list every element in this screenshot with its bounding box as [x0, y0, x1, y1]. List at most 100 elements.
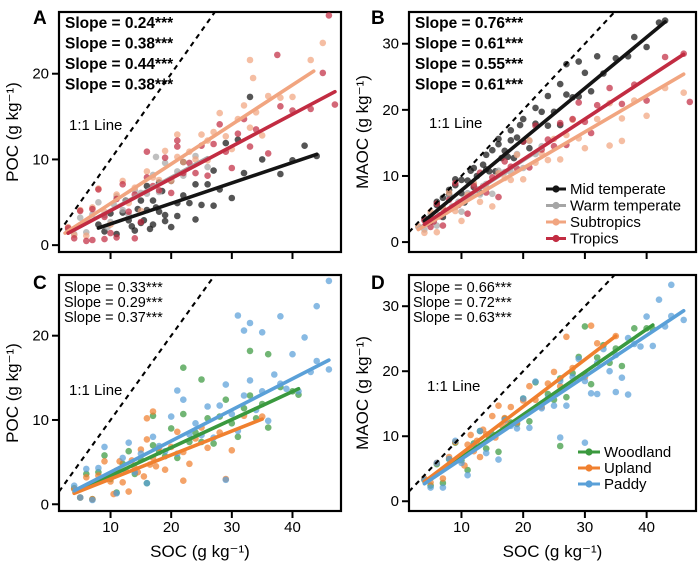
data-point: [192, 420, 199, 427]
data-point: [661, 53, 669, 61]
data-point: [513, 151, 521, 159]
data-point: [119, 181, 126, 188]
data-point: [180, 477, 187, 485]
data-point: [83, 237, 90, 245]
data-point: [489, 203, 496, 210]
data-point: [216, 121, 223, 128]
data-point: [464, 210, 471, 217]
data-point: [167, 189, 175, 197]
data-point: [258, 156, 266, 163]
data-point: [489, 412, 496, 420]
data-point: [476, 427, 484, 435]
data-point: [519, 115, 527, 123]
x-tick-label: 40: [638, 519, 655, 536]
data-point: [180, 158, 187, 166]
data-point: [143, 148, 151, 155]
data-point: [495, 193, 502, 201]
data-point: [192, 216, 199, 223]
data-point: [325, 277, 333, 285]
panel-label: B: [371, 8, 385, 29]
data-point: [143, 436, 151, 443]
data-point: [155, 187, 163, 194]
data-point: [421, 229, 428, 237]
data-point: [482, 151, 490, 159]
legend-marker-dot: [552, 234, 560, 243]
data-point: [631, 33, 638, 41]
data-point: [301, 142, 308, 149]
data-point: [643, 97, 650, 104]
data-point: [649, 342, 657, 350]
data-point: [161, 217, 169, 225]
one-to-one-label: 1:1 Line: [69, 117, 122, 134]
data-point: [686, 98, 694, 106]
data-point: [470, 182, 478, 190]
data-point: [283, 385, 290, 393]
data-point: [152, 463, 160, 470]
panel-label: C: [33, 273, 47, 294]
data-point: [264, 150, 272, 157]
y-tick-label: 0: [41, 496, 49, 513]
data-point: [204, 181, 211, 188]
data-point: [467, 431, 475, 439]
plot-area: [409, 12, 694, 237]
slope-label: Slope = 0.38***: [65, 36, 174, 53]
slope-label: Slope = 0.37***: [64, 310, 163, 326]
trend-line-mid-temperate: [96, 152, 319, 230]
data-point: [277, 313, 284, 320]
data-point: [501, 158, 509, 165]
data-point: [240, 102, 248, 109]
trend-line-tropics: [66, 89, 337, 235]
data-point: [668, 281, 675, 289]
data-point: [222, 476, 230, 484]
data-point: [439, 484, 447, 491]
data-point: [550, 368, 558, 376]
data-point: [495, 456, 502, 463]
data-point: [83, 474, 90, 481]
data-point: [556, 119, 564, 127]
data-point: [538, 108, 545, 116]
one-to-one-label: 1:1 Line: [429, 115, 482, 132]
data-point: [119, 479, 126, 486]
legend-marker-dot: [552, 185, 560, 193]
data-point: [495, 135, 502, 143]
data-point: [495, 140, 502, 148]
data-point: [464, 471, 471, 479]
data-point: [246, 392, 254, 399]
data-point: [95, 186, 102, 193]
data-point: [89, 205, 96, 213]
slope-label: Slope = 0.61***: [415, 36, 524, 53]
data-point: [222, 396, 230, 404]
slope-label: Slope = 0.66***: [413, 280, 512, 296]
panel-c: Slope = 0.33***Slope = 0.29***Slope = 0.…: [3, 273, 343, 561]
data-point: [186, 159, 193, 167]
data-point: [152, 153, 160, 161]
data-point: [95, 464, 102, 472]
data-point: [180, 364, 187, 372]
data-point: [204, 403, 211, 410]
slope-label: Slope = 0.63***: [413, 310, 512, 326]
y-axis-title: MAOC (g kg⁻¹): [353, 75, 372, 189]
legend-marker-dot: [585, 480, 593, 488]
slope-label: Slope = 0.55***: [415, 56, 524, 73]
data-point: [246, 93, 254, 101]
data-point: [458, 208, 465, 215]
data-point: [516, 121, 524, 129]
data-point: [526, 144, 533, 152]
data-point: [258, 132, 266, 139]
data-point: [264, 424, 272, 431]
data-point: [143, 415, 151, 422]
data-point: [433, 228, 441, 236]
data-point: [495, 402, 502, 410]
data-point: [149, 197, 157, 204]
x-tick-label: 10: [453, 519, 470, 536]
data-point: [234, 312, 242, 319]
data-point: [581, 439, 589, 447]
slope-label: Slope = 0.33***: [64, 280, 163, 296]
data-point: [575, 58, 582, 65]
x-axis-title: SOC (g kg⁻¹): [150, 542, 250, 561]
data-point: [575, 355, 582, 363]
data-point: [313, 302, 321, 310]
data-point: [593, 340, 601, 347]
